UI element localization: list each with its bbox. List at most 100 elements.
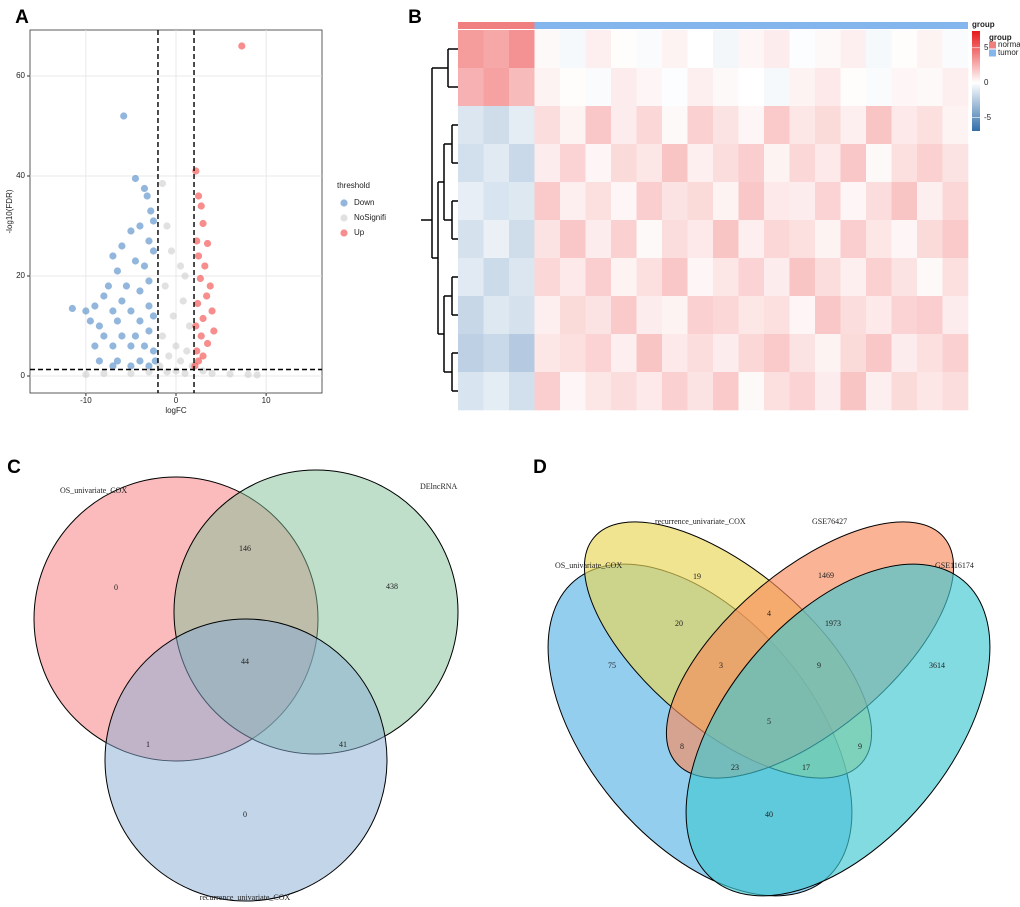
- point: [194, 192, 203, 200]
- heatmap-cell: [789, 144, 816, 183]
- heatmap-cell: [585, 30, 612, 69]
- heatmap-cell: [483, 30, 510, 69]
- legend-label: NoSignifi: [354, 213, 386, 222]
- point: [179, 297, 187, 305]
- region-count: 0: [114, 583, 118, 592]
- heatmap-cell: [585, 68, 612, 107]
- heatmap-cell: [534, 296, 561, 335]
- heatmap-cell: [917, 106, 943, 145]
- point: [194, 252, 203, 260]
- heatmap-cell: [713, 334, 739, 373]
- region-count: 9: [858, 742, 862, 751]
- heatmap-cell: [942, 258, 969, 297]
- heatmap-cell: [585, 182, 612, 221]
- point: [161, 282, 169, 290]
- heatmap-cell: [687, 68, 714, 107]
- heatmap-cell: [636, 372, 663, 411]
- region-count: 19: [693, 572, 701, 581]
- venn-set: [685, 563, 991, 897]
- point: [118, 297, 126, 305]
- heatmap-cell: [458, 144, 484, 183]
- panel-label: C: [7, 457, 21, 478]
- region-count: 75: [608, 661, 616, 670]
- heatmap-cell: [534, 372, 561, 411]
- heatmap-cell: [840, 68, 867, 107]
- heatmap-cell: [458, 334, 484, 373]
- heatmap-cell: [458, 106, 484, 145]
- heatmap-cell: [534, 334, 561, 373]
- x-tick-label: -10: [80, 396, 92, 405]
- heatmap-cell: [891, 296, 918, 335]
- heatmap-cell: [866, 30, 892, 69]
- point: [100, 292, 108, 300]
- heatmap-cell: [866, 296, 892, 335]
- heatmap-cell: [713, 258, 739, 297]
- heatmap-cell: [687, 372, 714, 411]
- point: [181, 272, 189, 280]
- heatmap-cell: [866, 182, 892, 221]
- region-count: 3614: [929, 661, 945, 670]
- heatmap-cell: [891, 144, 918, 183]
- point: [191, 362, 199, 370]
- heatmap-cell: [534, 182, 561, 221]
- heatmap-cell: [534, 68, 561, 107]
- heatmap-cell: [611, 68, 637, 107]
- point: [181, 369, 189, 378]
- set-label: recurrence_univariate_COX: [655, 517, 746, 526]
- heatmap-cell: [662, 182, 688, 221]
- heatmap-cell: [560, 144, 586, 183]
- y-tick-label: 40: [16, 171, 25, 180]
- point: [145, 237, 153, 245]
- heatmap-cell: [458, 258, 484, 297]
- heatmap-cell: [458, 68, 484, 107]
- heatmap-cell: [662, 30, 688, 69]
- region-count: 146: [239, 544, 251, 553]
- point: [172, 342, 180, 350]
- heatmap-cell: [483, 372, 510, 411]
- point: [131, 257, 140, 265]
- heatmap-cell: [764, 144, 790, 183]
- legend-label: tumor: [998, 48, 1019, 57]
- heatmap-cell: [891, 182, 918, 221]
- heatmap-cell: [764, 220, 790, 259]
- heatmap-cell: [662, 258, 688, 297]
- heatmap-cell: [942, 334, 969, 373]
- point: [145, 368, 153, 376]
- heatmap-cell: [815, 372, 841, 411]
- point: [199, 367, 207, 375]
- heatmap-cell: [483, 68, 510, 107]
- heatmap-cell: [458, 182, 484, 221]
- heatmap-cell: [942, 30, 969, 69]
- heatmap-cell: [636, 182, 663, 221]
- heatmap-cell: [713, 182, 739, 221]
- heatmap-cell: [611, 334, 637, 373]
- heatmap-cell: [662, 220, 688, 259]
- heatmap-cell: [942, 220, 969, 259]
- heatmap-cell: [815, 182, 841, 221]
- region-count: 20: [675, 619, 683, 628]
- point: [109, 362, 117, 370]
- venn-set: [104, 618, 388, 902]
- color-bar-label: 0: [984, 78, 989, 87]
- heatmap-cell: [815, 296, 841, 335]
- point: [194, 357, 203, 365]
- heatmap-cell: [866, 258, 892, 297]
- heatmap-cell: [815, 144, 841, 183]
- heatmap-cell: [789, 334, 816, 373]
- group-bar-label: group: [972, 20, 995, 29]
- heatmap-cell: [458, 372, 484, 411]
- heatmap-cell: [789, 106, 816, 145]
- heatmap-cell: [585, 144, 612, 183]
- heatmap-cell: [891, 372, 918, 411]
- heatmap-cell: [636, 30, 663, 69]
- heatmap-cell: [764, 296, 790, 335]
- point: [82, 370, 90, 379]
- point: [149, 312, 158, 320]
- heatmap-cell: [866, 372, 892, 411]
- heatmap-cell: [483, 296, 510, 335]
- heatmap-cell: [891, 220, 918, 259]
- heatmap-cell: [764, 258, 790, 297]
- x-tick-label: 10: [262, 396, 271, 405]
- point: [120, 112, 128, 120]
